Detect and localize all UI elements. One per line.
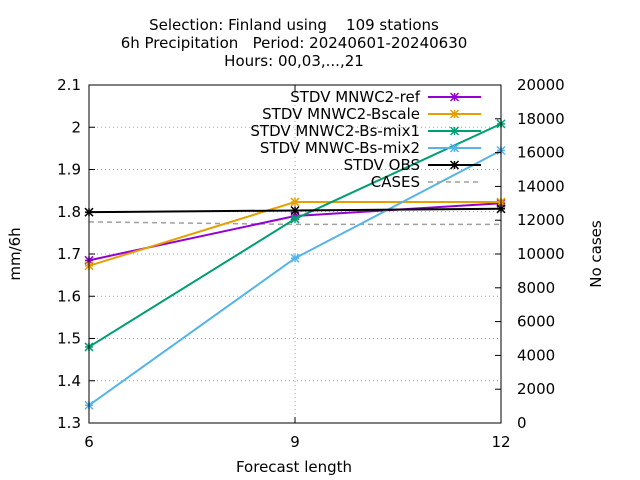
y2-tick-label: 16000 [517, 144, 565, 162]
y-tick-label: 2.1 [57, 76, 81, 94]
legend-label: STDV MNWC-Bs-mix2 [260, 139, 420, 157]
x-tick-label: 9 [290, 433, 300, 451]
x-tick-label: 6 [84, 433, 94, 451]
y-tick-label: 1.5 [57, 330, 81, 348]
series-layer [84, 119, 506, 410]
y2-tick-label: 4000 [517, 346, 555, 364]
y-tick-label: 2 [71, 118, 81, 136]
legend-label: STDV OBS [344, 156, 420, 174]
series-point [290, 253, 300, 263]
y2-tick-label: 14000 [517, 177, 565, 195]
chart-title-line-2: 6h Precipitation Period: 20240601-202406… [120, 34, 468, 52]
y-tick-label: 1.8 [57, 203, 81, 221]
y-axis-label: mm/6h [6, 227, 24, 280]
y2-tick-label: 12000 [517, 211, 565, 229]
ticks-layer: 1.3 1.4 1.5 1.6 1.7 1.8 1.9 2 2.1 0 2000 4000 6000 80… [57, 76, 565, 451]
legend-label: STDV MNWC2-Bscale [262, 105, 420, 123]
y-tick-label: 1.9 [57, 161, 81, 179]
series-point [290, 197, 300, 207]
legend-label: CASES [371, 173, 420, 191]
y-tick-label: 1.4 [57, 372, 81, 390]
legend-marker [449, 126, 460, 136]
chart-title-line-1: Selection: Finland using 109 stations [149, 16, 439, 34]
legend-label: STDV MNWC2-Bs-mix1 [250, 122, 420, 140]
y2-tick-label: 0 [517, 414, 527, 432]
chart-title-line-3: Hours: 00,03,...,21 [224, 52, 364, 70]
legend-marker [449, 109, 460, 119]
y2-tick-label: 20000 [517, 76, 565, 94]
legend-marker [449, 92, 460, 102]
legend-label: STDV MNWC2-ref [290, 88, 420, 106]
legend-marker [449, 143, 460, 153]
series-point [290, 205, 300, 216]
y2-tick-label: 10000 [517, 245, 565, 263]
y2-tick-label: 2000 [517, 380, 555, 398]
y2-tick-label: 8000 [517, 279, 555, 297]
y-tick-label: 1.7 [57, 245, 81, 263]
series-line [88, 221, 501, 226]
x-axis-label: Forecast length [236, 458, 352, 476]
y2-tick-label: 6000 [517, 313, 555, 331]
y2-axis-label: No cases [587, 220, 605, 288]
series-point [290, 214, 300, 224]
legend-marker [449, 160, 460, 170]
y-tick-label: 1.3 [57, 414, 81, 432]
x-tick-label: 12 [491, 433, 510, 451]
y2-tick-label: 18000 [517, 110, 565, 128]
y-tick-label: 1.6 [57, 287, 81, 305]
